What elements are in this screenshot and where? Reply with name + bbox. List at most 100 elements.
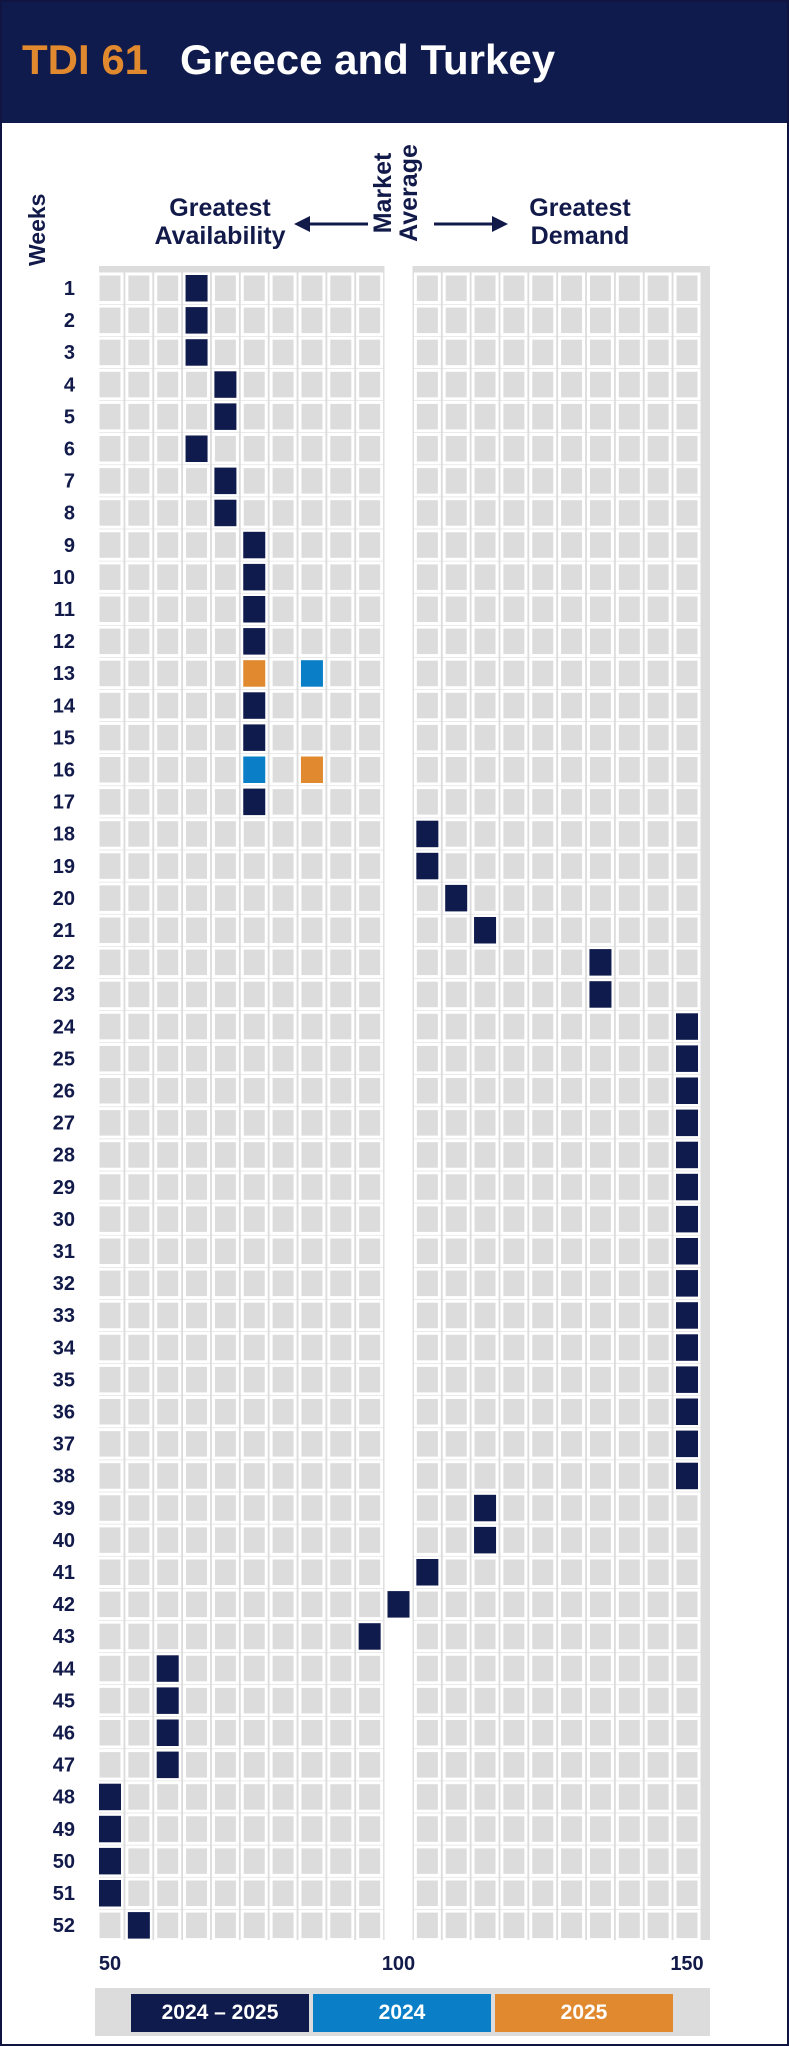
grid-cell bbox=[615, 272, 643, 304]
grid-cell bbox=[356, 1075, 384, 1107]
grid-cell bbox=[673, 1556, 701, 1588]
grid-cell bbox=[500, 1331, 528, 1364]
grid-cell bbox=[125, 336, 153, 369]
grid-cell bbox=[500, 400, 528, 433]
grid-cell bbox=[183, 1492, 211, 1524]
grid-cell bbox=[327, 529, 355, 561]
grid-cell bbox=[327, 1171, 355, 1203]
grid-cell bbox=[413, 1042, 441, 1075]
grid-cell bbox=[96, 689, 124, 722]
grid-cell bbox=[269, 336, 297, 369]
grid-cell bbox=[471, 625, 499, 658]
grid-cell bbox=[154, 1203, 182, 1235]
grid-cell bbox=[558, 786, 586, 818]
grid-cell bbox=[269, 1588, 297, 1621]
grid-cell bbox=[211, 1428, 239, 1460]
grid-cell bbox=[211, 1652, 239, 1685]
grid-cell bbox=[96, 1492, 124, 1524]
grid-cell bbox=[413, 529, 441, 561]
data-cell bbox=[676, 1077, 698, 1104]
grid-cell bbox=[269, 497, 297, 529]
grid-cell bbox=[529, 1267, 557, 1300]
grid-cell bbox=[586, 657, 614, 690]
left-arrow-icon bbox=[294, 216, 368, 232]
grid-cell bbox=[269, 1460, 297, 1492]
grid-cell bbox=[529, 1171, 557, 1203]
grid-cell bbox=[586, 1588, 614, 1621]
grid-cell bbox=[413, 1524, 441, 1556]
week-label: 19 bbox=[53, 856, 75, 878]
grid-cell bbox=[413, 1877, 441, 1909]
grid-cell bbox=[211, 1267, 239, 1300]
grid-cell bbox=[183, 1203, 211, 1235]
grid-cell bbox=[644, 433, 672, 465]
grid-cell bbox=[644, 1877, 672, 1909]
grid-cell bbox=[269, 368, 297, 401]
grid-cell bbox=[529, 1845, 557, 1877]
week-label: 13 bbox=[53, 663, 75, 685]
grid-cell bbox=[644, 593, 672, 625]
grid-cell bbox=[586, 593, 614, 625]
grid-cell bbox=[356, 1588, 384, 1621]
grid-cell bbox=[558, 1588, 586, 1621]
week-label: 6 bbox=[64, 439, 75, 461]
grid-cell bbox=[154, 1139, 182, 1171]
grid-cell bbox=[471, 1171, 499, 1203]
grid-cell bbox=[644, 978, 672, 1011]
grid-cell bbox=[96, 561, 124, 593]
grid-cell bbox=[586, 1813, 614, 1845]
data-cell bbox=[185, 275, 208, 302]
grid-cell bbox=[586, 1717, 614, 1749]
grid-cell bbox=[644, 1684, 672, 1717]
grid-cell bbox=[471, 1331, 499, 1364]
grid-cell bbox=[96, 850, 124, 882]
grid-cell bbox=[240, 1075, 268, 1107]
grid-cell bbox=[327, 1235, 355, 1267]
grid-cell bbox=[471, 1749, 499, 1781]
grid-cell bbox=[125, 1171, 153, 1203]
grid-cell bbox=[615, 561, 643, 593]
week-label: 2 bbox=[64, 310, 75, 332]
grid-cell bbox=[125, 1396, 153, 1428]
grid-cell bbox=[183, 465, 211, 497]
grid-cell bbox=[413, 882, 441, 914]
grid-cell bbox=[356, 1492, 384, 1524]
grid-cell bbox=[442, 561, 470, 593]
grid-cell bbox=[529, 721, 557, 754]
grid-cell bbox=[413, 561, 441, 593]
grid-cell bbox=[298, 529, 326, 561]
grid-cell bbox=[471, 1428, 499, 1460]
grid-cell bbox=[500, 272, 528, 304]
grid-cell bbox=[500, 1909, 528, 1942]
grid-cell bbox=[442, 1042, 470, 1075]
greatest-availability-line1: Greatest bbox=[169, 194, 271, 222]
grid-cell bbox=[183, 561, 211, 593]
grid-cell bbox=[183, 1299, 211, 1332]
x-tick-label: 150 bbox=[670, 1953, 703, 1975]
grid-cell bbox=[183, 1909, 211, 1942]
grid-cell bbox=[615, 433, 643, 465]
data-cell bbox=[387, 1591, 410, 1618]
grid-cell bbox=[471, 529, 499, 561]
grid-cell bbox=[500, 433, 528, 465]
grid-cell bbox=[442, 1235, 470, 1267]
grid-cell bbox=[183, 400, 211, 433]
grid-cell bbox=[673, 786, 701, 818]
grid-cell bbox=[586, 368, 614, 401]
grid-cell bbox=[183, 1363, 211, 1396]
week-label: 51 bbox=[53, 1883, 75, 1905]
grid-cell bbox=[529, 561, 557, 593]
grid-cell bbox=[356, 529, 384, 561]
grid-cell bbox=[298, 400, 326, 433]
grid-cell bbox=[154, 1781, 182, 1813]
grid-cell bbox=[586, 336, 614, 369]
grid-cell bbox=[154, 1877, 182, 1909]
grid-cell bbox=[240, 1781, 268, 1813]
grid-cell bbox=[673, 1620, 701, 1653]
grid-cell bbox=[558, 1331, 586, 1364]
grid-cell bbox=[154, 368, 182, 401]
grid-cell bbox=[356, 400, 384, 433]
grid-cell bbox=[442, 1139, 470, 1171]
grid-cell bbox=[615, 497, 643, 529]
grid-cell bbox=[269, 786, 297, 818]
